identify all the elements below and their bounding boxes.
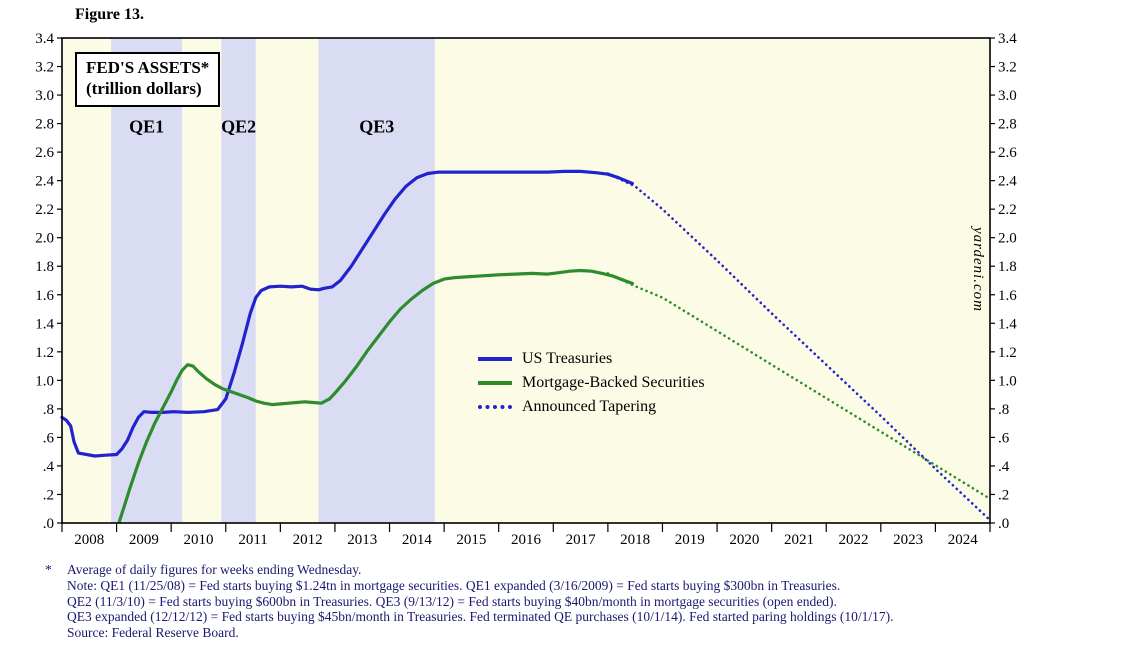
y-axis-label-right: .0 [998,516,1009,532]
y-axis-label-left: 2.8 [35,117,54,133]
us-treasuries-line [60,169,635,458]
x-axis-year-label: 2015 [456,532,486,548]
y-axis-label-right: 1.8 [998,259,1017,275]
mbs-line [117,268,635,524]
qe-band-label-qe3: QE3 [359,116,394,136]
x-axis-year-label: 2020 [729,532,759,548]
legend-swatch-us-treasuries [478,357,512,361]
x-axis-year-label: 2016 [511,532,542,548]
y-axis-label-right: 2.0 [998,231,1017,247]
qe-band-label-qe2: QE2 [221,116,256,136]
y-axis-label-right: 3.4 [998,31,1017,47]
y-axis-label-left: 1.2 [35,345,54,361]
figure-title: Figure 13. [75,6,145,23]
y-axis-label-right: 2.2 [998,202,1017,218]
footnote-line: Source: Federal Reserve Board. [67,625,239,641]
y-axis-label-right: 1.4 [998,316,1017,332]
plot-border [61,37,991,524]
footnote-lines: Average of daily figures for weeks endin… [67,562,1115,641]
y-axis-label-right: 3.0 [998,88,1017,104]
y-axis-label-left: 1.8 [35,259,54,275]
y-axis-label-right: .2 [998,487,1009,503]
legend: US Treasuries Mortgage-Backed Securities… [478,347,705,419]
y-axis-label-left: 3.2 [35,60,54,76]
footnote-line: Note: QE1 (11/25/08) = Fed starts buying… [67,577,841,593]
y-axis-label-right: 1.6 [998,288,1017,304]
chart-title-line1: FED'S ASSETS* [86,58,210,77]
y-axis-label-left: 2.2 [35,202,54,218]
footnote-line: QE3 expanded (12/12/12) = Fed starts buy… [67,609,894,625]
tapering-treasuries-line [606,172,992,522]
y-axis-label-left: 3.0 [35,88,54,104]
footnotes: * Average of daily figures for weeks end… [45,562,1115,641]
y-axis-label-right: 1.2 [998,345,1017,361]
x-axis-year-label: 2017 [566,532,597,548]
qe-band-qe3 [318,38,435,523]
y-axis-label-right: .8 [998,402,1009,418]
footnote-asterisk: * [45,562,52,577]
legend-item-tapering: Announced Tapering [478,395,705,419]
footnote-line: Average of daily figures for weeks endin… [67,562,362,577]
legend-label-tapering: Announced Tapering [522,398,657,415]
y-axis-label-left: 3.4 [35,31,54,47]
y-axis-label-right: .6 [998,430,1010,446]
y-axis-label-left: .0 [43,516,54,532]
y-axis-label-right: 1.0 [998,373,1017,389]
y-axis-label-left: 2.4 [35,174,54,190]
legend-label-mbs: Mortgage-Backed Securities [522,374,705,391]
y-axis-label-left: .2 [43,487,54,503]
x-axis-year-label: 2008 [74,532,104,548]
y-axis-label-left: 1.6 [35,288,54,304]
y-axis-label-right: 2.8 [998,117,1017,133]
qe-band-qe2 [221,38,256,523]
y-axis-label-left: 1.0 [35,373,54,389]
qe-band-label-qe1: QE1 [129,116,164,136]
legend-item-us-treasuries: US Treasuries [478,347,705,371]
x-axis-year-label: 2023 [893,532,923,548]
x-axis-year-label: 2022 [839,532,869,548]
y-axis-label-right: .4 [998,459,1010,475]
x-axis-year-label: 2009 [129,532,159,548]
plot-background [62,38,990,523]
y-axis-label-left: 2.0 [35,231,54,247]
x-axis-year-label: 2024 [948,532,979,548]
watermark: yardeni.com [970,227,986,313]
y-axis-label-left: .6 [43,430,55,446]
x-axis-year-label: 2013 [347,532,377,548]
footnote-line: QE2 (11/3/10) = Fed starts buying $600bn… [67,593,837,609]
chart-title-line2: (trillion dollars) [86,79,202,99]
x-axis-year-label: 2011 [238,532,267,548]
legend-item-mbs: Mortgage-Backed Securities [478,371,705,395]
x-axis-year-label: 2010 [183,532,213,548]
legend-label-us-treasuries: US Treasuries [522,350,613,367]
y-axis-label-left: 2.6 [35,145,54,161]
y-axis-label-right: 3.2 [998,60,1017,76]
x-axis-year-label: 2014 [402,532,433,548]
y-axis-label-right: 2.6 [998,145,1017,161]
x-axis-year-label: 2019 [675,532,705,548]
y-axis-label-left: .8 [43,402,54,418]
legend-swatch-tapering [478,405,512,409]
x-axis-year-label: 2021 [784,532,814,548]
x-axis-year-label: 2018 [620,532,650,548]
y-axis-label-right: 2.4 [998,174,1017,190]
x-axis-year-label: 2012 [293,532,323,548]
chart-title-box: FED'S ASSETS* (trillion dollars) [75,52,221,107]
legend-swatch-mbs [478,381,512,385]
y-axis-label-left: .4 [43,459,55,475]
y-axis-label-left: 1.4 [35,316,54,332]
